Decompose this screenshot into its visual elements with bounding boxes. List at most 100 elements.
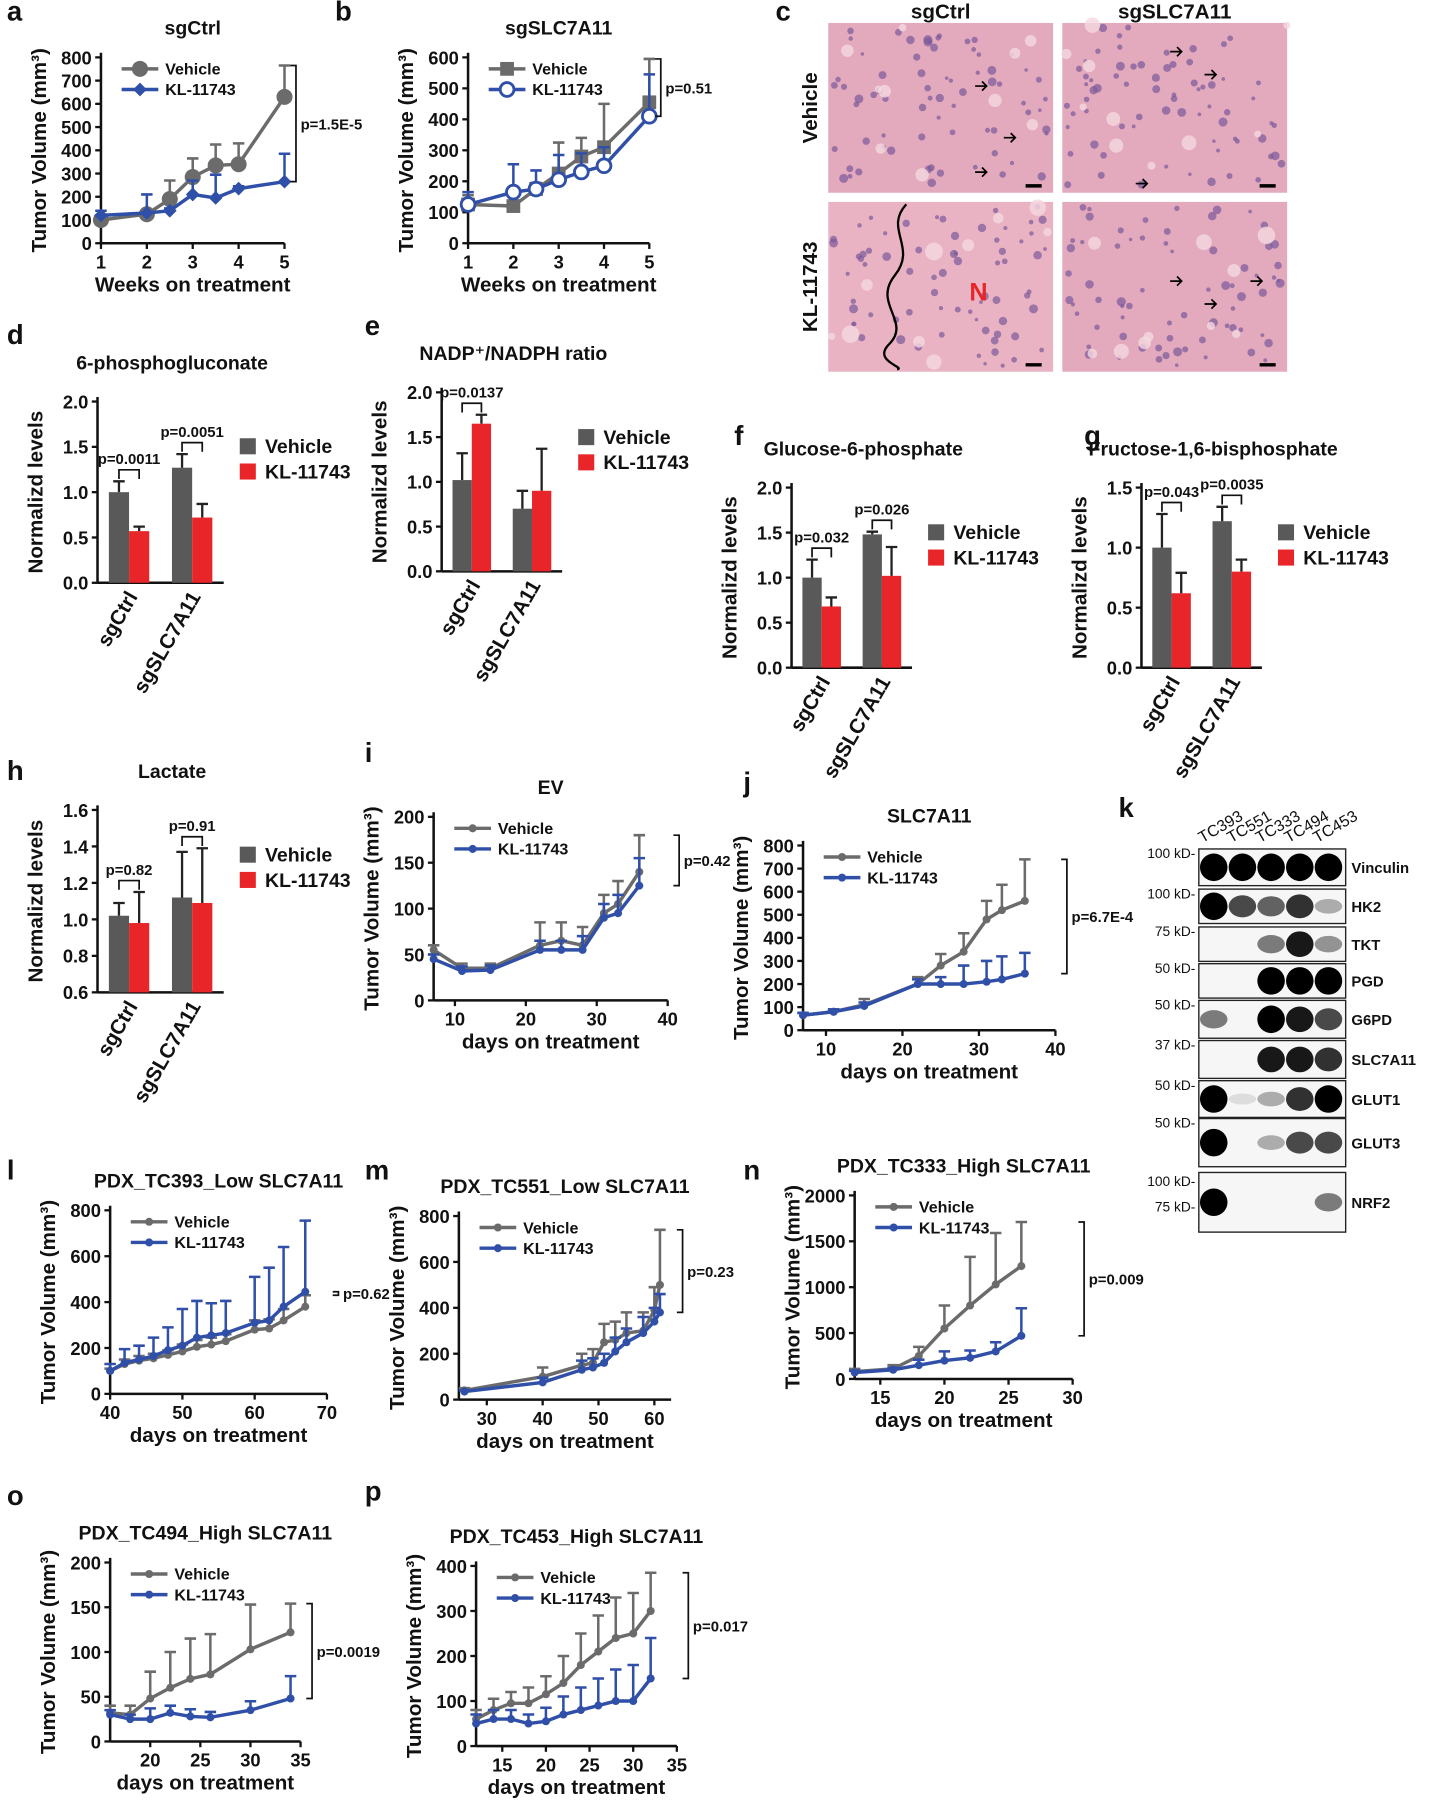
nucleus — [999, 171, 1006, 178]
marker — [622, 1338, 631, 1347]
marker — [186, 1712, 195, 1721]
necrosis-border — [883, 203, 908, 371]
bar — [192, 517, 213, 583]
y-tick-label: 150 — [394, 853, 425, 874]
nucleus — [1123, 81, 1130, 87]
series-line — [464, 1284, 662, 1393]
legend-label: KL-11743 — [867, 869, 938, 887]
error-bar — [113, 901, 125, 916]
nucleus — [994, 237, 1000, 243]
error-bar — [299, 1219, 312, 1292]
y-tick-label: 800 — [763, 835, 794, 856]
nucleus — [840, 83, 848, 90]
marker — [635, 881, 644, 890]
cell — [1231, 329, 1241, 339]
nucleus — [1116, 297, 1126, 307]
size-marker: 100 kD- — [1147, 886, 1195, 901]
y-tick-label: 0.5 — [1107, 598, 1133, 619]
error-bar — [1216, 505, 1228, 522]
marker — [966, 1353, 975, 1362]
nucleus — [979, 300, 983, 304]
cell — [993, 212, 1004, 224]
error-bar — [205, 1301, 218, 1336]
x-tick-label: 60 — [644, 1408, 664, 1429]
bracket — [673, 834, 681, 887]
nucleus — [1258, 288, 1267, 297]
nucleus — [998, 316, 1008, 326]
x-tick-label: 20 — [516, 1009, 536, 1030]
nucleus — [1095, 48, 1101, 54]
protein-label: GLUT1 — [1351, 1093, 1400, 1109]
bar — [1152, 547, 1172, 668]
nucleus — [1166, 320, 1172, 326]
nucleus — [1043, 247, 1047, 251]
legend-label: Vehicle — [540, 1569, 595, 1587]
cell — [841, 44, 854, 57]
nucleus — [935, 35, 941, 41]
marker — [940, 1324, 949, 1333]
panel: 0.0 0.5 1.0 1.5 2.0 Normalizd levels e NADP⁺/NA… — [365, 310, 689, 686]
nucleus — [1174, 205, 1180, 212]
chart-title: PDX_TC333_High SLC7A11 — [837, 1155, 1091, 1177]
x-tick-label: 20 — [140, 1750, 160, 1771]
p-value: p=0.62 — [343, 1287, 390, 1303]
nucleus — [906, 267, 914, 275]
cell — [1109, 138, 1124, 153]
nucleus — [1139, 235, 1146, 241]
y-tick-label: 500 — [61, 117, 92, 138]
legend-swatch — [928, 524, 945, 541]
band — [1257, 967, 1285, 995]
nucleus — [1070, 238, 1076, 244]
nucleus — [1224, 323, 1230, 329]
nucleus — [1137, 60, 1146, 69]
cell — [1138, 336, 1151, 350]
x-tick-label: 1 — [463, 251, 473, 272]
nucleus — [1128, 237, 1133, 242]
marker — [1020, 969, 1029, 978]
marker — [991, 1347, 1000, 1356]
bracket — [1061, 858, 1068, 975]
nucleus — [1264, 338, 1273, 348]
nucleus — [1151, 73, 1160, 82]
y-tick-label: 200 — [70, 1338, 101, 1359]
bracket — [461, 402, 483, 413]
y-tick-label: 150 — [70, 1597, 101, 1618]
nucleus — [848, 36, 853, 41]
bar — [452, 480, 472, 572]
panel-letter: a — [7, 0, 23, 27]
y-tick-label: 1.4 — [63, 836, 89, 857]
nucleus — [847, 27, 854, 35]
y-tick-label: 400 — [419, 1298, 450, 1319]
error-bar — [825, 596, 838, 607]
marker — [1017, 1262, 1026, 1271]
band — [1286, 1046, 1314, 1073]
marker — [541, 1690, 550, 1699]
marker — [106, 1366, 115, 1375]
marker — [646, 1674, 655, 1683]
cell — [1029, 199, 1046, 216]
y-axis-label: Tumor Volume (mm³) — [28, 48, 51, 252]
error-bar — [644, 1636, 657, 1679]
cell — [1024, 35, 1037, 47]
marker — [286, 1628, 295, 1637]
y-axis-label: Tumor Volume (mm³) — [37, 1200, 60, 1404]
legend-marker — [493, 1244, 502, 1253]
marker — [639, 1329, 648, 1338]
x-axis-label: days on treatment — [117, 1772, 295, 1795]
legend-swatch — [239, 871, 256, 888]
marker — [578, 945, 587, 954]
marker — [629, 1697, 638, 1706]
error-bar — [220, 1299, 232, 1334]
error-bar — [196, 502, 208, 518]
error-bar — [133, 525, 145, 532]
cell — [1227, 263, 1241, 278]
nucleus — [985, 127, 990, 133]
error-bar — [989, 1231, 1002, 1285]
y-tick-label: 300 — [61, 163, 92, 184]
marker — [120, 1358, 129, 1367]
marker — [940, 1356, 949, 1365]
p-value: p=0.0019 — [317, 1645, 380, 1661]
p-value: p=0.82 — [106, 863, 153, 879]
y-tick-label: 1.5 — [757, 522, 783, 543]
error-bar — [144, 1670, 156, 1699]
